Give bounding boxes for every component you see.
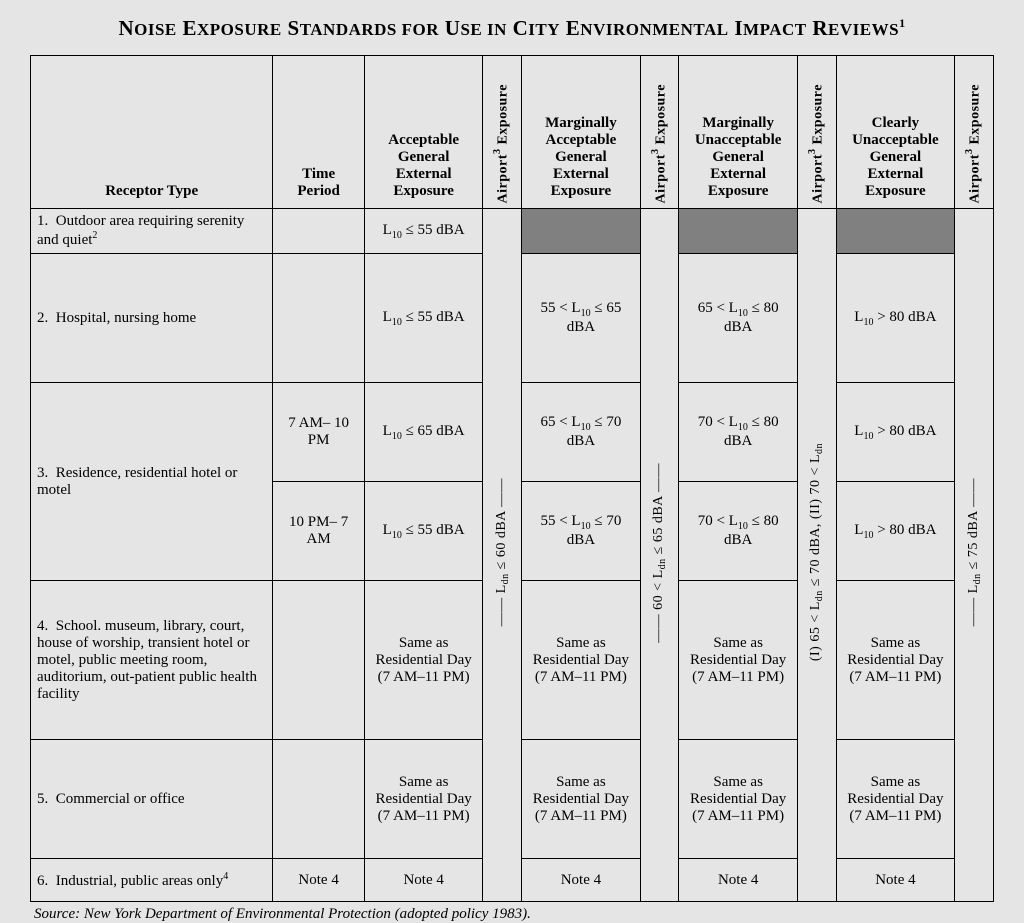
cell: L10 ≤ 55 dBA <box>364 482 482 581</box>
page: NOISE EXPOSURE STANDARDS FOR USE IN CITY… <box>0 0 1024 910</box>
cell: Same as Residential Day (7 AM–11 PM) <box>364 581 482 740</box>
cell: 70 < L10 ≤ 80 dBA <box>679 482 797 581</box>
airport-exposure-1: —— Ldn ≤ 60 dBA —— <box>483 209 522 902</box>
col-receptor: Receptor Type <box>31 56 273 209</box>
cell: L10 ≤ 55 dBA <box>364 254 482 383</box>
table-row: 1. Outdoor area requiring serenity and q… <box>31 209 994 254</box>
receptor-label: 4. School. museum, library, court, house… <box>31 581 273 740</box>
receptor-label: 1. Outdoor area requiring serenity and q… <box>31 209 273 254</box>
cell <box>273 254 365 383</box>
cell: Note 4 <box>836 859 954 902</box>
col-airport-3: Airport3 Exposure <box>797 56 836 209</box>
cell: Note 4 <box>679 859 797 902</box>
cell: Note 4 <box>273 859 365 902</box>
cell: L10 ≤ 55 dBA <box>364 209 482 254</box>
cell <box>273 209 365 254</box>
cell: 10 PM– 7 AM <box>273 482 365 581</box>
cell: Same as Residential Day (7 AM–11 PM) <box>679 581 797 740</box>
cell-shaded <box>679 209 797 254</box>
col-time: Time Period <box>273 56 365 209</box>
cell: Same as Residential Day (7 AM–11 PM) <box>679 740 797 859</box>
col-clearly-unacc: Clearly Unacceptable General External Ex… <box>836 56 954 209</box>
cell-shaded <box>836 209 954 254</box>
airport-exposure-3: (I) 65 < Ldn ≤ 70 dBA, (II) 70 < Ldn <box>797 209 836 902</box>
receptor-label: 5. Commercial or office <box>31 740 273 859</box>
cell: L10 ≤ 65 dBA <box>364 383 482 482</box>
cell: Same as Residential Day (7 AM–11 PM) <box>836 581 954 740</box>
cell <box>273 740 365 859</box>
cell: L10 > 80 dBA <box>836 254 954 383</box>
cell: L10 > 80 dBA <box>836 482 954 581</box>
cell: Same as Residential Day (7 AM–11 PM) <box>522 581 640 740</box>
receptor-label: 6. Industrial, public areas only4 <box>31 859 273 902</box>
cell: 65 < L10 ≤ 80 dBA <box>679 254 797 383</box>
cell: 55 < L10 ≤ 65 dBA <box>522 254 640 383</box>
col-marginal-acc: Marginally Acceptable General External E… <box>522 56 640 209</box>
cell: Same as Residential Day (7 AM–11 PM) <box>522 740 640 859</box>
cell: L10 > 80 dBA <box>836 383 954 482</box>
source-citation: Source: New York Department of Environme… <box>30 906 994 923</box>
header-row: Receptor Type Time Period Acceptable Gen… <box>31 56 994 209</box>
cell: 65 < L10 ≤ 70 dBA <box>522 383 640 482</box>
cell: Same as Residential Day (7 AM–11 PM) <box>836 740 954 859</box>
standards-table: Receptor Type Time Period Acceptable Gen… <box>30 55 994 902</box>
cell <box>273 581 365 740</box>
col-acceptable: Acceptable General External Exposure <box>364 56 482 209</box>
airport-exposure-2: —— 60 < Ldn ≤ 65 dBA —— <box>640 209 679 902</box>
col-airport-4: Airport3 Exposure <box>955 56 994 209</box>
col-airport-2: Airport3 Exposure <box>640 56 679 209</box>
cell-shaded <box>522 209 640 254</box>
page-title: NOISE EXPOSURE STANDARDS FOR USE IN CITY… <box>30 16 994 41</box>
cell: 70 < L10 ≤ 80 dBA <box>679 383 797 482</box>
receptor-label: 2. Hospital, nursing home <box>31 254 273 383</box>
col-airport-1: Airport3 Exposure <box>483 56 522 209</box>
cell: 7 AM– 10 PM <box>273 383 365 482</box>
cell: Note 4 <box>522 859 640 902</box>
col-marginal-unacc: Marginally Unacceptable General External… <box>679 56 797 209</box>
receptor-label: 3. Residence, residential hotel or motel <box>31 383 273 581</box>
airport-exposure-4: —— Ldn ≤ 75 dBA —— <box>955 209 994 902</box>
cell: Same as Residential Day (7 AM–11 PM) <box>364 740 482 859</box>
cell: Note 4 <box>364 859 482 902</box>
cell: 55 < L10 ≤ 70 dBA <box>522 482 640 581</box>
